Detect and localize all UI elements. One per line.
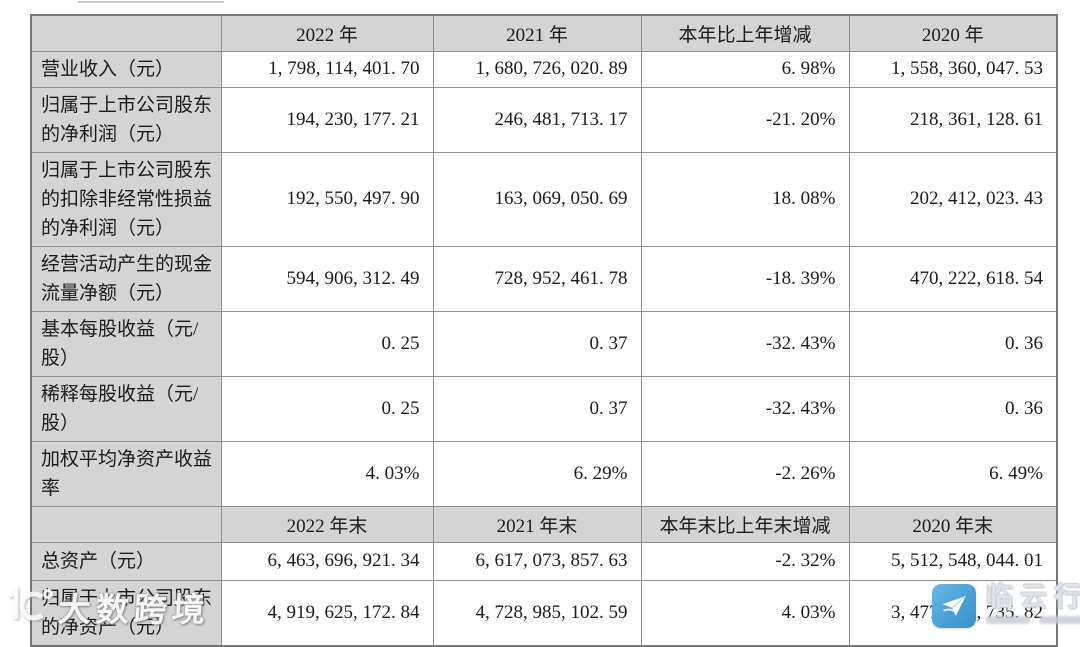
cell-value: 18. 08% xyxy=(640,151,850,247)
page: 2022 年 2021 年 本年比上年增减 2020 年 营业收入（元） 1, … xyxy=(30,1,1080,647)
header-cell-blank xyxy=(30,505,222,543)
cropped-row-fragment xyxy=(78,1,224,3)
row-label: 稀释每股收益（元/股） xyxy=(30,375,222,442)
cell-value: 0. 37 xyxy=(432,310,642,377)
cell-value: 4. 03% xyxy=(640,579,850,646)
cell-value: -2. 26% xyxy=(640,440,850,507)
cell-value: 5, 512, 548, 044. 01 xyxy=(848,541,1058,581)
header-cell-2021: 2021 年 xyxy=(432,14,642,52)
header-cell-2022: 2022 年 xyxy=(220,14,434,52)
header-cell-2020-end: 2020 年末 xyxy=(848,505,1058,543)
cell-value: 218, 361, 128. 61 xyxy=(848,86,1058,153)
cell-value: 0. 36 xyxy=(848,375,1058,442)
cell-value: 6, 463, 696, 921. 34 xyxy=(220,541,434,581)
row-label: 归属于上市公司股东的净利润（元） xyxy=(30,86,222,153)
header-cell-2022-end: 2022 年末 xyxy=(220,505,434,543)
cell-value: 728, 952, 461. 78 xyxy=(432,245,642,312)
table-row-operating-cash-flow: 经营活动产生的现金流量净额（元） 594, 906, 312. 49 728, … xyxy=(30,245,1058,312)
table-row-net-profit: 归属于上市公司股东的净利润（元） 194, 230, 177. 21 246, … xyxy=(30,86,1058,153)
cell-value: -2. 32% xyxy=(640,541,850,581)
header-cell-blank xyxy=(30,14,222,52)
cell-value: 1, 680, 726, 020. 89 xyxy=(432,50,642,88)
cell-value: 4, 728, 985, 102. 59 xyxy=(432,579,642,646)
table-header-row-year-end: 2022 年末 2021 年末 本年末比上年末增减 2020 年末 xyxy=(30,505,1058,543)
row-label: 加权平均净资产收益率 xyxy=(30,440,222,507)
row-label: 归属于上市公司股东的净资产（元） xyxy=(30,579,222,646)
cell-value: 0. 25 xyxy=(220,375,434,442)
table-row-basic-eps: 基本每股收益（元/股） 0. 25 0. 37 -32. 43% 0. 36 xyxy=(30,310,1058,377)
cell-value: 192, 550, 497. 90 xyxy=(220,151,434,247)
cell-value: 0. 37 xyxy=(432,375,642,442)
cell-value: -32. 43% xyxy=(640,375,850,442)
cell-value: 594, 906, 312. 49 xyxy=(220,245,434,312)
cell-value: 6. 98% xyxy=(640,50,850,88)
cell-value: 4, 919, 625, 172. 84 xyxy=(220,579,434,646)
table-header-row-annual: 2022 年 2021 年 本年比上年增减 2020 年 xyxy=(30,14,1058,52)
cell-value: 0. 25 xyxy=(220,310,434,377)
row-label: 总资产（元） xyxy=(30,541,222,581)
header-cell-yoy-change: 本年比上年增减 xyxy=(640,14,850,52)
cell-value: 1, 798, 114, 401. 70 xyxy=(220,50,434,88)
header-cell-yoy-end-change: 本年末比上年末增减 xyxy=(640,505,850,543)
cell-value: 470, 222, 618. 54 xyxy=(848,245,1058,312)
table-row-revenue: 营业收入（元） 1, 798, 114, 401. 70 1, 680, 726… xyxy=(30,50,1058,88)
row-label: 归属于上市公司股东的扣除非经常性损益的净利润（元） xyxy=(30,151,222,247)
cell-value: 6, 617, 073, 857. 63 xyxy=(432,541,642,581)
cell-value: 194, 230, 177. 21 xyxy=(220,86,434,153)
table-row-weighted-roe: 加权平均净资产收益率 4. 03% 6. 29% -2. 26% 6. 49% xyxy=(30,440,1058,507)
cell-value: 6. 29% xyxy=(432,440,642,507)
row-label: 营业收入（元） xyxy=(30,50,222,88)
cell-value: -21. 20% xyxy=(640,86,850,153)
row-label: 经营活动产生的现金流量净额（元） xyxy=(30,245,222,312)
table-row-diluted-eps: 稀释每股收益（元/股） 0. 25 0. 37 -32. 43% 0. 36 xyxy=(30,375,1058,442)
cell-value: 202, 412, 023. 43 xyxy=(848,151,1058,247)
table-row-net-assets: 归属于上市公司股东的净资产（元） 4, 919, 625, 172. 84 4,… xyxy=(30,579,1058,646)
cell-value: 6. 49% xyxy=(848,440,1058,507)
cell-value: 246, 481, 713. 17 xyxy=(432,86,642,153)
row-label: 基本每股收益（元/股） xyxy=(30,310,222,377)
cell-value: 163, 069, 050. 69 xyxy=(432,151,642,247)
financial-summary-table: 2022 年 2021 年 本年比上年增减 2020 年 营业收入（元） 1, … xyxy=(30,14,1058,647)
cell-value: 4. 03% xyxy=(220,440,434,507)
header-cell-2020: 2020 年 xyxy=(848,14,1058,52)
cell-value: -32. 43% xyxy=(640,310,850,377)
cell-value: 0. 36 xyxy=(848,310,1058,377)
cell-value: 1, 558, 360, 047. 53 xyxy=(848,50,1058,88)
table-row-total-assets: 总资产（元） 6, 463, 696, 921. 34 6, 617, 073,… xyxy=(30,541,1058,581)
cell-value: -18. 39% xyxy=(640,245,850,312)
header-cell-2021-end: 2021 年末 xyxy=(432,505,642,543)
table-row-net-profit-excl-nonrecurring: 归属于上市公司股东的扣除非经常性损益的净利润（元） 192, 550, 497.… xyxy=(30,151,1058,247)
cell-value: 3, 477, 818, 735. 82 xyxy=(848,579,1058,646)
